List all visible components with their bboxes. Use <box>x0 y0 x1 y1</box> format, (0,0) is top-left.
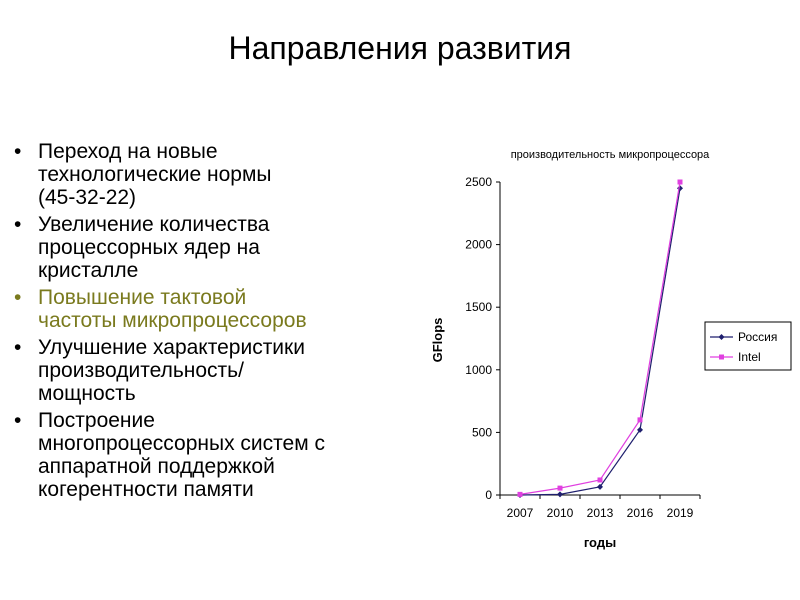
bullet-item: • Переход на новые технологические нормы… <box>12 140 412 209</box>
data-point <box>597 477 603 483</box>
legend-box <box>704 321 792 371</box>
bullet-text: Переход на новые технологические нормы (… <box>38 140 272 209</box>
performance-chart: производительность микропроцессора GFlop… <box>430 149 792 550</box>
bullet-text: Построение многопроцессорных систем с ап… <box>38 409 325 501</box>
bullet-text-highlighted: Повышение тактовой частоты микропроцессо… <box>38 286 307 332</box>
data-point <box>677 185 683 192</box>
legend-label: Россия <box>738 330 777 344</box>
x-tick-label: 2019 <box>667 506 694 520</box>
bullet-item: • Построение многопроцессорных систем с … <box>12 409 412 501</box>
data-point <box>677 179 683 185</box>
chart-x-ticks: 2007 2010 2013 2016 2019 <box>499 495 701 520</box>
data-point <box>637 426 643 433</box>
x-tick-label: 2007 <box>507 506 534 520</box>
y-tick-label: 1500 <box>465 300 492 314</box>
legend-marker <box>719 354 724 360</box>
x-tick-label: 2016 <box>627 506 654 520</box>
series-line <box>519 181 681 495</box>
bullet-item: • Повышение тактовой частоты микропроцес… <box>12 286 412 332</box>
y-tick-label: 0 <box>485 488 492 502</box>
data-point <box>637 417 643 423</box>
chart-legend: Россия Intel <box>704 321 792 371</box>
chart-title: производительность микропроцессора <box>511 149 710 161</box>
x-tick-label: 2013 <box>587 506 614 520</box>
legend-label: Intel <box>738 350 761 364</box>
chart-ylabel: GFlops <box>430 318 445 363</box>
chart-axes <box>499 182 700 496</box>
data-point <box>597 483 603 490</box>
y-tick-label: 2000 <box>465 238 492 252</box>
bullet-dot-icon: • <box>14 286 22 309</box>
chart-xlabel: годы <box>584 535 616 550</box>
bullet-list: • Переход на новые технологические нормы… <box>12 140 412 505</box>
bullet-text: Увеличение количества процессорных ядер … <box>38 213 270 282</box>
bullet-dot-icon: • <box>14 213 22 236</box>
data-point <box>557 485 563 491</box>
bullet-dot-icon: • <box>14 409 22 432</box>
chart-y-ticks: 0 500 1000 1500 2000 2500 <box>465 175 500 502</box>
series-line <box>519 188 681 496</box>
data-point <box>557 491 563 498</box>
bullet-dot-icon: • <box>14 140 22 163</box>
y-tick-label: 1000 <box>465 363 492 377</box>
bullet-dot-icon: • <box>14 336 22 359</box>
x-tick-label: 2010 <box>547 506 574 520</box>
y-tick-label: 2500 <box>465 175 492 189</box>
bullet-text: Улучшение характеристики производительно… <box>38 336 305 405</box>
y-tick-label: 500 <box>472 425 492 439</box>
slide-title: Направления развития <box>228 30 572 66</box>
data-point <box>517 491 523 497</box>
bullet-item: • Увеличение количества процессорных яде… <box>12 213 412 282</box>
legend-marker <box>718 334 725 340</box>
chart-series <box>517 179 683 498</box>
bullet-item: • Улучшение характеристики производитель… <box>12 336 412 405</box>
